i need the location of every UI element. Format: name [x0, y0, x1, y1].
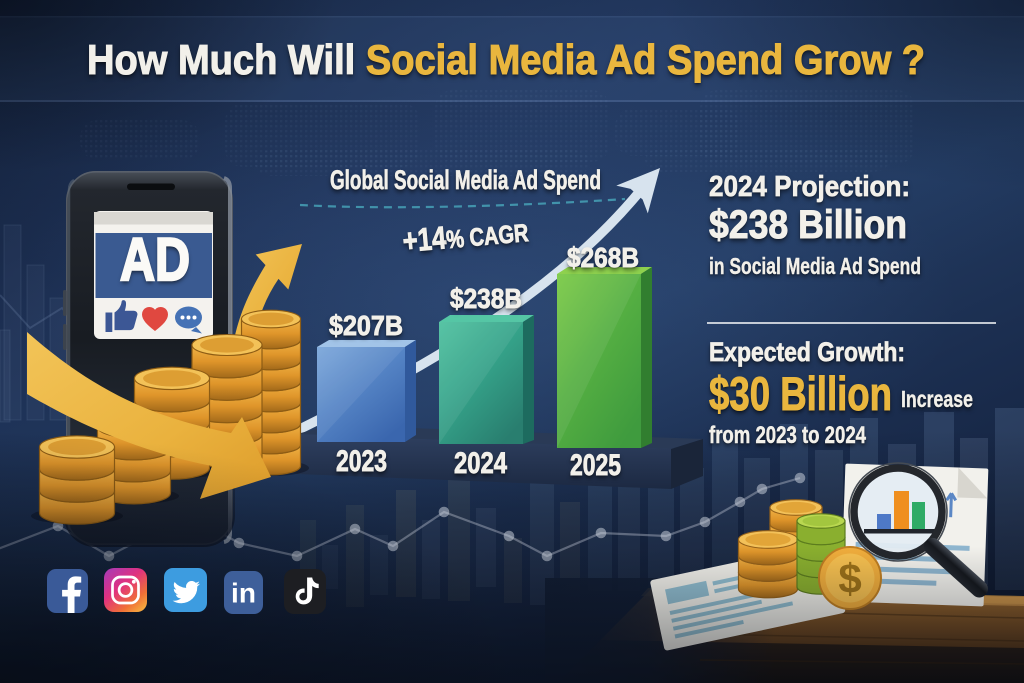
- svg-text:in: in: [231, 578, 256, 609]
